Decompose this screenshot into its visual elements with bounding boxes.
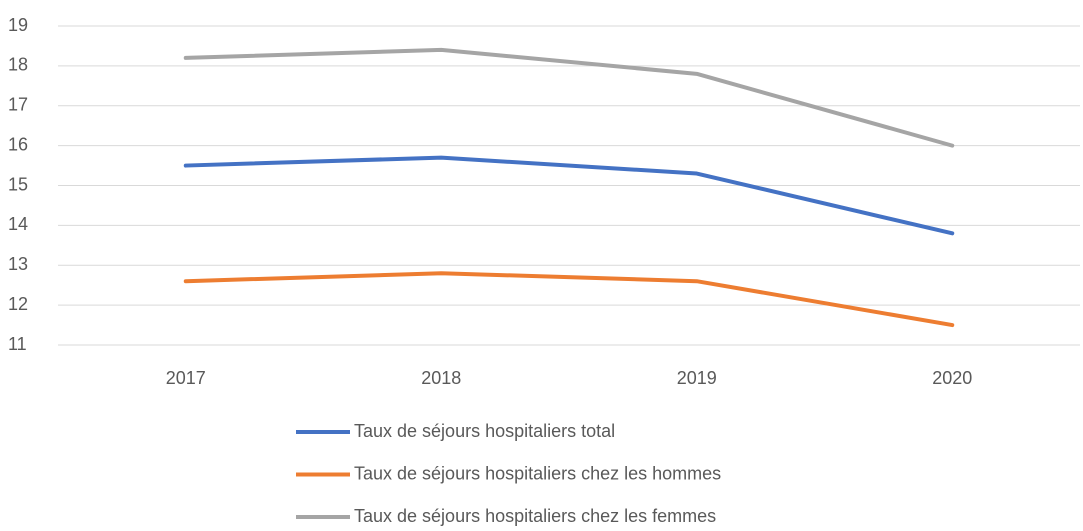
y-tick-label: 18: [8, 55, 28, 75]
legend-label: Taux de séjours hospitaliers chez les ho…: [354, 463, 721, 483]
x-tick-label: 2018: [421, 368, 461, 388]
legend-label: Taux de séjours hospitaliers total: [354, 421, 615, 441]
y-tick-label: 14: [8, 214, 28, 234]
y-tick-label: 17: [8, 95, 28, 115]
y-tick-label: 16: [8, 134, 28, 154]
x-tick-label: 2017: [166, 368, 206, 388]
y-tick-label: 15: [8, 174, 28, 194]
x-tick-label: 2019: [677, 368, 717, 388]
y-tick-label: 19: [8, 15, 28, 35]
x-tick-label: 2020: [932, 368, 972, 388]
y-tick-label: 11: [8, 334, 27, 354]
y-tick-label: 13: [8, 254, 28, 274]
series-line: [183, 155, 955, 236]
legend-label: Taux de séjours hospitaliers chez les fe…: [354, 506, 716, 526]
y-tick-label: 12: [8, 294, 28, 314]
series-line: [183, 47, 955, 148]
series-line: [183, 271, 955, 328]
